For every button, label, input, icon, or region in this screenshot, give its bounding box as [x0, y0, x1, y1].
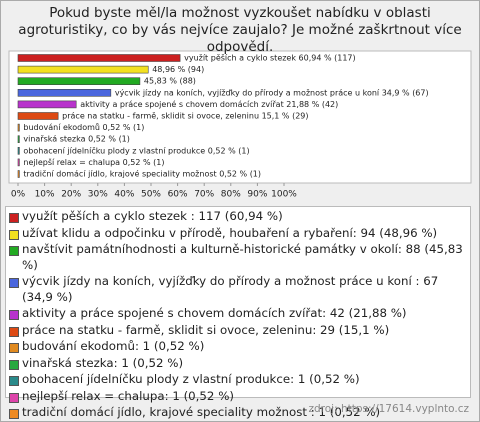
- legend-item: budování ekodomů: 1 (0,52 %): [6, 339, 470, 355]
- x-tick-label: 70%: [194, 190, 214, 200]
- legend-swatch: [9, 392, 19, 403]
- x-tick-label: 90%: [247, 190, 267, 200]
- legend-item: navštívit památníhodnosti a kulturně-his…: [6, 242, 470, 273]
- bar: [17, 65, 149, 74]
- legend-swatch: [9, 213, 19, 223]
- data-label: tradiční domácí jídlo, krajové specialit…: [23, 169, 261, 179]
- legend-swatch: [9, 326, 19, 337]
- legend-item: užívat klidu a odpočinku v přírodě, houb…: [6, 226, 470, 242]
- legend-item: aktivity a práce spojené s chovem domácí…: [6, 306, 470, 322]
- data-label: aktivity a práce spojené s chovem domácí…: [80, 99, 338, 109]
- legend-label: navštívit památníhodnosti a kulturně-his…: [22, 242, 463, 272]
- x-tick-label: 60%: [168, 190, 188, 200]
- data-label: 48,96 % (94): [152, 65, 204, 74]
- legend-label: využít pěších a cyklo stezek : 117 (60,9…: [22, 209, 283, 223]
- x-tick-label: 20%: [61, 190, 81, 200]
- data-label: výcvik jízdy na koních, vyjížďky do přír…: [115, 88, 429, 97]
- chart-title: Pokud byste měl/la možnost vyzkoušet nab…: [18, 5, 462, 55]
- x-tick-label: 50%: [141, 190, 161, 200]
- data-label: využít pěších a cyklo stezek 60,94 % (11…: [184, 53, 356, 63]
- legend-item: tradiční domácí jídlo, krajové specialit…: [6, 405, 470, 421]
- legend-item: výcvik jízdy na koních, vyjížďky do přír…: [6, 274, 470, 305]
- bar: [17, 54, 181, 62]
- legend-item: nejlepší relax = chalupa: 1 (0,52 %): [6, 389, 470, 405]
- legend-item: práce na statku - farmě, sklidit si ovoc…: [6, 323, 470, 339]
- legend-label: tradiční domácí jídlo, krajové specialit…: [22, 405, 381, 419]
- legend-item: vinařská stezka: 1 (0,52 %): [6, 356, 470, 372]
- x-tick-label: 0%: [11, 190, 26, 200]
- data-label: vinařská stezka 0,52 % (1): [23, 135, 130, 144]
- bar: [17, 77, 141, 85]
- bar: [17, 112, 59, 120]
- legend-item: využít pěších a cyklo stezek : 117 (60,9…: [6, 209, 470, 225]
- data-label: nejlepší relax = chalupa 0,52 % (1): [23, 157, 164, 167]
- legend-swatch: [9, 246, 19, 256]
- legend-swatch: [9, 278, 19, 288]
- legend-label: obohacení jídelníčku plody z vlastní pro…: [22, 372, 360, 386]
- x-tick-label: 30%: [88, 190, 108, 200]
- legend-label: aktivity a práce spojené s chovem domácí…: [22, 306, 407, 320]
- data-label: budování ekodomů 0,52 % (1): [23, 122, 144, 132]
- legend-label: práce na statku - farmě, sklidit si ovoc…: [22, 322, 390, 337]
- legend-swatch: [9, 409, 19, 419]
- legend-swatch: [9, 229, 19, 240]
- bar: [17, 170, 20, 178]
- bar: [17, 158, 20, 167]
- bar: [17, 89, 112, 97]
- legend-swatch: [9, 343, 19, 353]
- legend-label: vinařská stezka: 1 (0,52 %): [22, 355, 184, 370]
- data-label: práce na statku - farmě, sklidit si ovoc…: [62, 112, 308, 121]
- legend-swatch: [9, 359, 19, 370]
- bar: [17, 123, 20, 132]
- bar: [17, 135, 20, 143]
- bar: [17, 147, 20, 155]
- bar: [17, 100, 77, 109]
- chart: 0% 10% 20% 30% 40% 50% 60% 70% 80% 90% 100% využít …: [8, 50, 472, 200]
- legend-item: obohacení jídelníčku plody z vlastní pro…: [6, 372, 470, 388]
- x-tick-label: 100%: [271, 190, 297, 200]
- legend-label: budování ekodomů: 1 (0,52 %): [22, 339, 205, 353]
- legend-label: užívat klidu a odpočinku v přírodě, houb…: [22, 225, 438, 240]
- x-tick-label: 10%: [35, 190, 55, 200]
- legend-label: výcvik jízdy na koních, vyjížďky do přír…: [22, 274, 439, 304]
- legend-swatch: [9, 310, 19, 320]
- source: zdroj: https://17614.vyplnto.cz: [308, 403, 470, 415]
- legend-label: nejlepší relax = chalupa: 1 (0,52 %): [22, 388, 235, 403]
- legend-swatch: [9, 376, 19, 386]
- data-label: obohacení jídelníčku plody z vlastní pro…: [23, 145, 249, 155]
- x-tick-label: 80%: [221, 190, 241, 200]
- x-tick-label: 40%: [114, 190, 134, 200]
- legend: využít pěších a cyklo stezek : 117 (60,9…: [5, 206, 471, 419]
- data-label: 45,83 % (88): [144, 77, 196, 86]
